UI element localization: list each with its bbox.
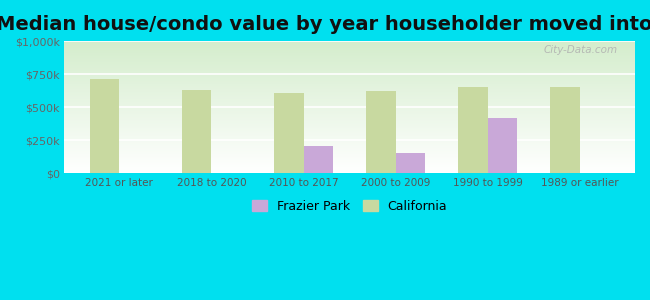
Title: Median house/condo value by year householder moved into unit: Median house/condo value by year househo… xyxy=(0,15,650,34)
Bar xyxy=(551,87,580,173)
Bar xyxy=(488,118,517,173)
Bar xyxy=(366,92,396,173)
Bar xyxy=(458,87,488,173)
Bar xyxy=(304,146,333,173)
Bar xyxy=(182,90,211,173)
Legend: Frazier Park, California: Frazier Park, California xyxy=(247,194,452,218)
Text: City-Data.com: City-Data.com xyxy=(544,45,618,55)
Bar xyxy=(396,153,425,173)
Bar xyxy=(274,93,304,173)
Bar xyxy=(90,80,120,173)
